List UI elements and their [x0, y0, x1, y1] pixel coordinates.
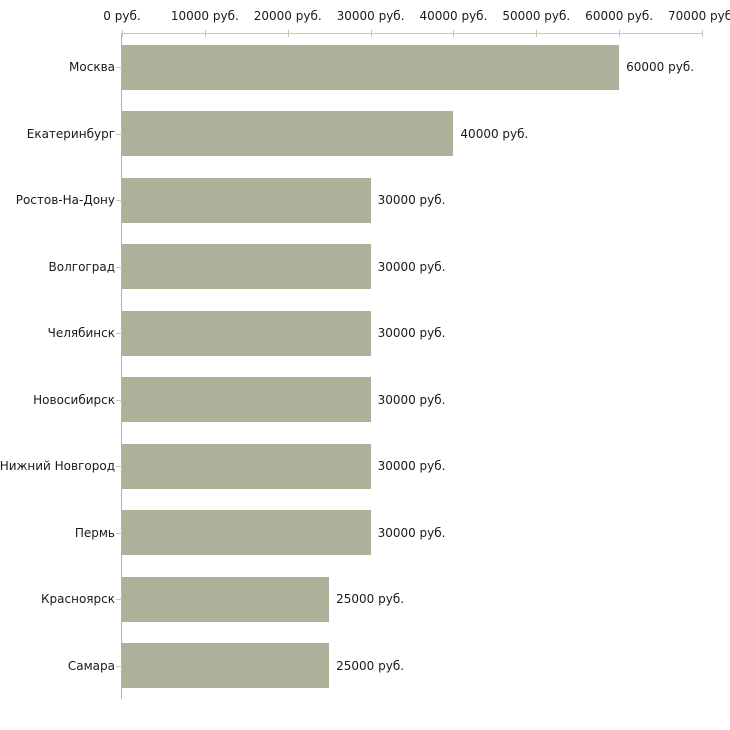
- category-tick: [116, 466, 122, 468]
- category-label: Нижний Новгород: [0, 459, 115, 474]
- category-tick: [116, 333, 122, 335]
- bar: [122, 44, 620, 90]
- plot-area: 0 руб. 10000 руб. 20000 руб. 30000 руб. 4000…: [0, 9, 730, 700]
- bar: [122, 377, 371, 423]
- x-axis-tick-label: 40000 руб.: [419, 9, 488, 23]
- bar-row: Новосибирск 30000 руб.: [33, 367, 702, 434]
- bar: [122, 310, 371, 356]
- bar: [122, 443, 371, 489]
- x-axis-tick: [536, 30, 538, 37]
- bar-row: Челябинск 30000 руб.: [48, 300, 702, 367]
- category-label: Челябинск: [47, 326, 115, 341]
- bar-row: Самара 25000 руб.: [68, 633, 702, 700]
- x-axis-tick-label: 20000 руб.: [253, 9, 322, 23]
- bar-row: Москва 60000 руб.: [69, 34, 702, 101]
- x-axis-tick: [204, 30, 206, 37]
- category-tick: [116, 67, 122, 69]
- bar: [122, 244, 371, 290]
- value-label: 60000 руб.: [626, 60, 695, 75]
- x-axis-tick: [702, 30, 703, 37]
- category-label: Новосибирск: [33, 392, 115, 407]
- x-axis-tick: [287, 30, 289, 37]
- value-label: 40000 руб.: [460, 126, 529, 141]
- category-label: Москва: [69, 60, 115, 75]
- bar: [122, 643, 330, 689]
- category-tick: [116, 133, 122, 135]
- value-label: 25000 руб.: [336, 658, 405, 673]
- bar: [122, 576, 330, 622]
- x-axis-tick: [453, 30, 455, 37]
- value-label: 25000 руб.: [336, 592, 405, 607]
- category-label: Пермь: [74, 525, 115, 540]
- bar-row: Нижний Новгород 30000 руб.: [0, 433, 702, 500]
- value-label: 30000 руб.: [377, 525, 446, 540]
- category-tick: [116, 266, 122, 268]
- value-label: 30000 руб.: [377, 193, 446, 208]
- bar: [122, 111, 454, 157]
- category-label: Красноярск: [41, 592, 115, 607]
- bar-row: Пермь 30000 руб.: [75, 500, 702, 567]
- bar-row: Екатеринбург 40000 руб.: [27, 101, 702, 168]
- bar-row: Красноярск 25000 руб.: [41, 566, 702, 633]
- category-tick: [116, 200, 122, 202]
- category-label: Самара: [67, 658, 115, 673]
- category-tick: [116, 599, 122, 601]
- category-label: Волгоград: [48, 259, 115, 274]
- bar: [122, 177, 371, 223]
- category-tick: [116, 532, 122, 534]
- value-label: 30000 руб.: [377, 459, 446, 474]
- x-axis-tick: [619, 30, 621, 37]
- category-tick: [116, 665, 122, 667]
- x-axis-tick-label: 0 руб.: [103, 9, 141, 23]
- category-label: Екатеринбург: [26, 126, 115, 141]
- category-label: Ростов-На-Дону: [15, 193, 115, 208]
- x-axis-tick-label: 10000 руб.: [170, 9, 239, 23]
- x-axis-tick-label: 50000 руб.: [502, 9, 571, 23]
- bar-row: Волгоград 30000 руб.: [49, 234, 702, 301]
- value-label: 30000 руб.: [377, 392, 446, 407]
- x-axis-tick-label: 60000 руб.: [585, 9, 654, 23]
- bar-row: Ростов-На-Дону 30000 руб.: [16, 167, 702, 234]
- value-label: 30000 руб.: [377, 259, 446, 274]
- x-axis-tick: [370, 30, 372, 37]
- x-axis-tick-label: 70000 руб.: [668, 9, 730, 23]
- x-axis-tick-label: 30000 руб.: [336, 9, 405, 23]
- category-tick: [116, 399, 122, 401]
- value-label: 30000 руб.: [377, 326, 446, 341]
- bar: [122, 510, 371, 556]
- x-axis-tick: [122, 30, 123, 37]
